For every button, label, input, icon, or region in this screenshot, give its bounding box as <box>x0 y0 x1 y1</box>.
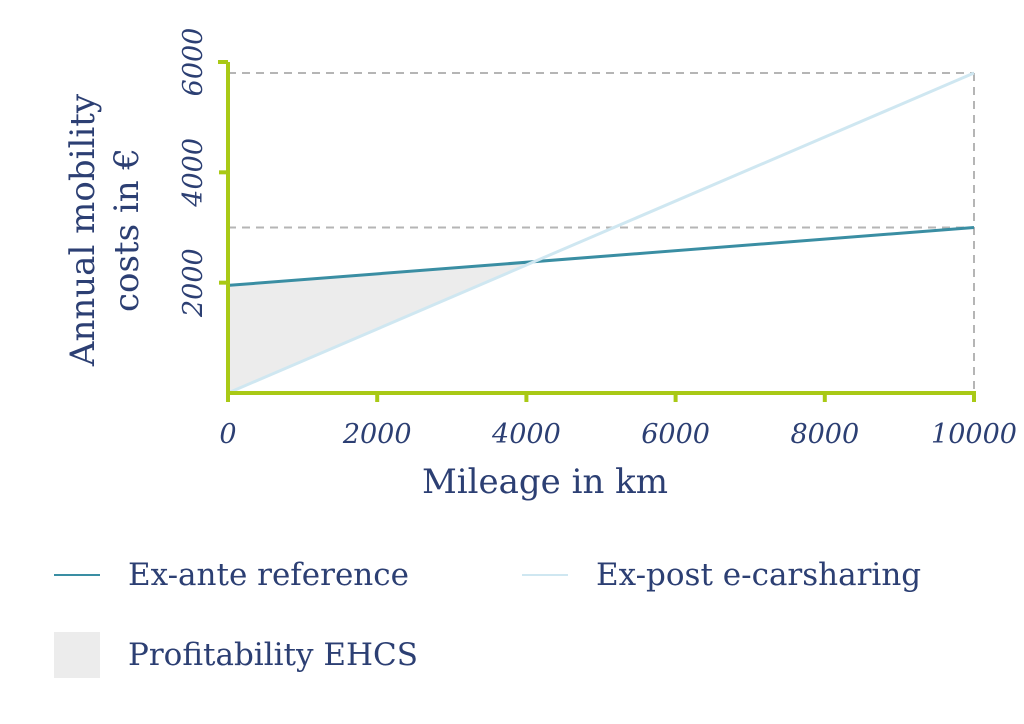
series-line-0 <box>227 226 975 287</box>
y-tick-label-2: 6000 <box>178 28 209 97</box>
x-tick-label-0: 0 <box>219 419 236 450</box>
y-axis-title-line-1: Annual mobility <box>63 93 103 367</box>
x-tick-label-5: 10000 <box>931 419 1017 450</box>
x-tick-label-3: 6000 <box>641 419 710 450</box>
x-tick-label-2: 4000 <box>491 419 561 450</box>
x-tick-label-4: 8000 <box>790 419 859 450</box>
x-axis-title: Mileage in km <box>422 462 668 502</box>
y-axis-title-line-2: costs in € <box>107 148 147 312</box>
y-tick-label-0: 2000 <box>178 248 209 318</box>
series-line-1 <box>227 71 975 395</box>
y-tick-label-1: 4000 <box>178 138 209 208</box>
x-tick-label-1: 2000 <box>342 419 412 450</box>
